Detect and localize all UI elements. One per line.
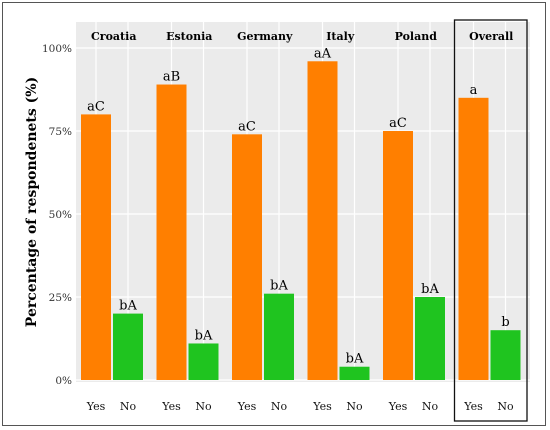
bar-estonia-no bbox=[188, 343, 219, 380]
bar-germany-no bbox=[264, 293, 294, 380]
y-tick-label: 50% bbox=[49, 209, 72, 221]
bar-data-label: bA bbox=[195, 328, 213, 343]
bar-germany-yes bbox=[232, 134, 262, 380]
bar-overall-no bbox=[490, 330, 521, 380]
bar-data-label: bA bbox=[421, 282, 439, 297]
y-axis-label: Percentage of respondenets (%) bbox=[24, 77, 40, 327]
x-tick-label: No bbox=[422, 400, 439, 413]
panel-title: Germany bbox=[237, 30, 293, 43]
y-tick-label: 0% bbox=[55, 375, 72, 387]
bar-croatia-no bbox=[113, 313, 143, 380]
bar-data-label: aC bbox=[238, 119, 256, 134]
x-tick-label: Yes bbox=[388, 400, 408, 413]
bar-poland-no bbox=[415, 297, 445, 380]
bar-data-label: bA bbox=[119, 299, 137, 314]
x-tick-label: No bbox=[120, 400, 137, 413]
panel-title: Poland bbox=[395, 30, 438, 43]
panel-title: Overall bbox=[469, 30, 513, 43]
bar-estonia-yes bbox=[156, 84, 187, 381]
bar-data-label: a bbox=[470, 83, 478, 98]
highlight-box bbox=[453, 19, 528, 422]
bar-data-label: aC bbox=[389, 116, 407, 131]
bar-italy-no bbox=[339, 366, 370, 380]
bar-data-label: aA bbox=[314, 46, 332, 61]
labels: 0% 25% 50% 75% 100% Croatia aC Yes bA No Estonia aB… bbox=[42, 19, 528, 422]
y-tick-label: 25% bbox=[49, 292, 72, 304]
x-tick-label: No bbox=[195, 400, 212, 413]
bar-overall-yes bbox=[458, 97, 489, 381]
bar-data-label: b bbox=[501, 315, 509, 330]
bar-italy-yes bbox=[307, 61, 338, 380]
x-tick-label: Yes bbox=[312, 400, 332, 413]
panel-title: Croatia bbox=[91, 30, 136, 43]
x-tick-label: Yes bbox=[237, 400, 257, 413]
x-tick-label: Yes bbox=[463, 400, 483, 413]
bar-data-label: bA bbox=[346, 352, 364, 367]
x-tick-label: Yes bbox=[86, 400, 106, 413]
panel-title: Italy bbox=[326, 30, 355, 43]
bar-data-label: aB bbox=[163, 70, 180, 85]
y-tick-label: 75% bbox=[49, 126, 72, 138]
bar-data-label: bA bbox=[270, 279, 288, 294]
x-tick-label: No bbox=[346, 400, 363, 413]
bar-data-label: aC bbox=[87, 99, 105, 114]
panel-title: Estonia bbox=[166, 30, 212, 43]
x-tick-label: No bbox=[497, 400, 514, 413]
x-tick-label: No bbox=[271, 400, 288, 413]
y-tick-label: 100% bbox=[42, 43, 72, 55]
x-tick-label: Yes bbox=[161, 400, 181, 413]
bar-croatia-yes bbox=[81, 114, 111, 381]
bar-poland-yes bbox=[383, 131, 413, 380]
bars bbox=[81, 61, 521, 381]
